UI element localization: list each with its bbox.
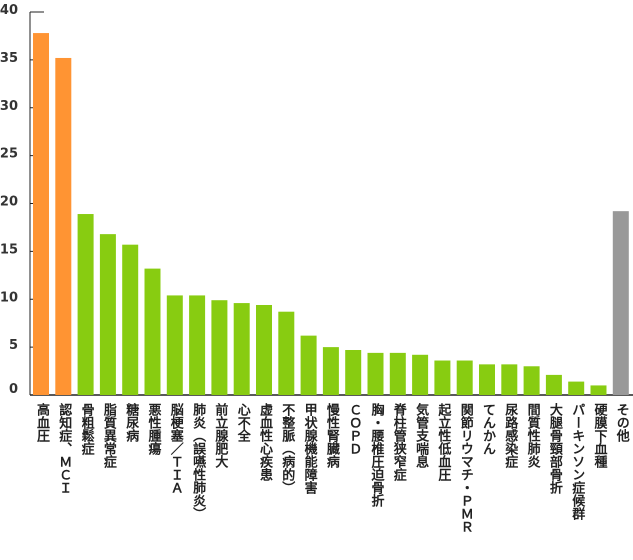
y-tick-label: 15 <box>0 242 18 257</box>
x-tick-label: 肺炎（誤嚥性肺炎） <box>190 403 206 520</box>
x-tick-label: 脂質異常症 <box>100 403 116 468</box>
bar <box>389 352 406 395</box>
y-tick-label: 10 <box>0 290 18 305</box>
bar <box>99 234 116 395</box>
x-tick-label: 虚血性心疾患 <box>257 403 272 481</box>
y-tick-label: 30 <box>0 99 18 114</box>
bar <box>322 347 339 395</box>
x-tick-label: 慢性腎臓病 <box>323 403 339 468</box>
bar <box>122 244 139 395</box>
x-tick-label: てんかん <box>480 403 495 455</box>
x-tick-label: 関節リウマチ・ＰＭＲ <box>457 403 473 533</box>
x-tick-label: 間質性肺炎 <box>524 403 540 468</box>
bar <box>434 360 451 395</box>
bar <box>144 268 161 395</box>
bar <box>189 295 206 395</box>
x-tick-label: 前立腺肥大 <box>212 403 228 468</box>
bar <box>211 300 228 395</box>
bar <box>568 381 585 395</box>
bar <box>501 364 518 395</box>
bar <box>367 352 384 395</box>
x-tick-label: 糖尿病 <box>123 403 139 442</box>
x-tick-label: パーキンソン症候群 <box>569 403 585 520</box>
y-tick-label: 5 <box>9 338 18 353</box>
bar <box>590 385 607 395</box>
bar <box>412 354 429 395</box>
x-tick-label: 気管支喘息 <box>413 403 429 468</box>
x-tick-label: 認知症、ＭＣＩ <box>56 403 72 494</box>
x-tick-label: 不整脈（病的） <box>279 403 295 494</box>
bar <box>300 335 317 395</box>
y-tick-label: 20 <box>0 195 18 210</box>
bar <box>612 211 629 395</box>
x-tick-label: 硬膜下血種 <box>591 403 607 468</box>
x-tick-label: 脳梗塞／ＴＩＡ <box>167 403 183 494</box>
bar <box>278 311 295 395</box>
bar <box>166 295 183 395</box>
bar <box>479 364 495 395</box>
bar <box>545 374 562 395</box>
x-tick-label: その他 <box>613 403 629 442</box>
x-tick-label: ＣＯＰＤ <box>346 403 362 455</box>
bar <box>233 303 250 395</box>
x-tick-label: 悪性腫瘍 <box>145 403 161 455</box>
x-tick-label: 尿路感染症 <box>502 403 518 468</box>
y-tick-label: 0 <box>9 382 18 397</box>
x-tick-label: 起立性低血圧 <box>435 403 451 481</box>
bar <box>256 304 272 395</box>
x-tick-label: 骨粗鬆症 <box>78 403 94 455</box>
x-tick-label: 甲状腺機能障害 <box>301 403 317 494</box>
bar <box>33 33 49 395</box>
x-tick-label: 脊柱管狭窄症 <box>390 403 406 481</box>
x-tick-label: 大腿骨頸部骨折 <box>546 403 562 494</box>
y-tick-label: 25 <box>0 147 18 162</box>
bar <box>77 214 94 395</box>
bar <box>523 366 540 395</box>
x-tick-label: 高血圧 <box>34 403 49 442</box>
bar <box>456 360 473 395</box>
x-tick-label: 心不全 <box>234 403 250 442</box>
bar <box>55 57 72 396</box>
x-tick-label: 胸・腰椎圧迫骨折 <box>368 403 384 507</box>
y-tick-label: 40 <box>0 3 18 18</box>
bar <box>345 349 362 395</box>
y-tick-label: 35 <box>0 51 18 66</box>
